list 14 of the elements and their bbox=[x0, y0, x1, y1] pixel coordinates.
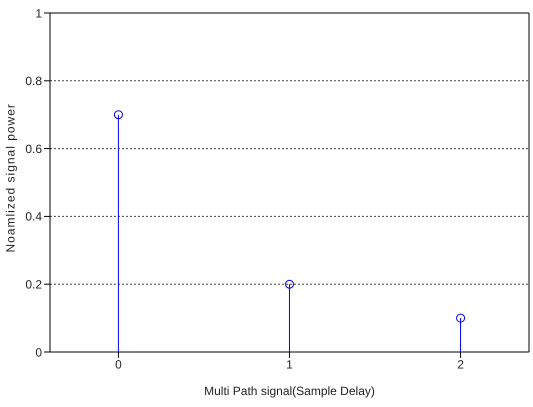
point bbox=[285, 280, 294, 289]
point bbox=[456, 314, 466, 323]
y-tick-label: 0.6 bbox=[25, 142, 42, 156]
x-tick-label: 2 bbox=[457, 358, 464, 372]
y-tick-label: 0 bbox=[35, 345, 42, 360]
x-tick-label: 1 bbox=[286, 358, 294, 372]
y-tick-label: 0.4 bbox=[25, 210, 42, 224]
x-tick-label: 0 bbox=[115, 358, 122, 372]
x-axis-title: Multi Path signal(Sample Delay) bbox=[204, 384, 375, 398]
y-tick-label: 0.2 bbox=[25, 277, 42, 292]
y-tick-label: 0.8 bbox=[25, 74, 42, 88]
y-axis-title: Noamlized signal power bbox=[3, 103, 18, 252]
point bbox=[114, 110, 123, 120]
y-tick-label: 1 bbox=[35, 6, 42, 20]
